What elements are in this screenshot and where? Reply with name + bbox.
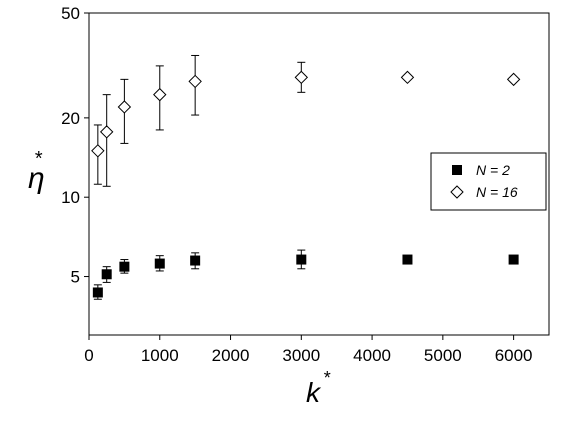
y-axis-label: η [28,162,45,195]
data-point-square [402,254,413,265]
data-point-diamond [117,100,132,114]
data-point-diamond [400,70,415,85]
data-point-square [119,261,130,272]
series-1 [91,54,521,187]
legend-label-n2: N = 2 [476,162,510,178]
data-point-square [190,255,201,266]
series-0 [92,249,519,300]
data-point-square [92,287,103,298]
x-tick-label: 0 [84,346,93,365]
x-axis-title: k * [306,368,331,408]
x-axis-label: k [306,377,322,408]
x-tick-label: 1000 [141,346,179,365]
data-point-diamond [188,74,202,89]
data-point-diamond [506,72,521,87]
data-point-square [154,258,165,269]
y-tick-label: 10 [61,188,80,207]
x-tick-label: 6000 [495,346,533,365]
data-point-diamond [294,70,309,85]
data-point-diamond [153,87,167,102]
y-tick-label: 20 [61,109,80,128]
legend-label-n16: N = 16 [476,184,518,200]
x-axis-label-superscript: * [323,368,331,388]
data-point-square [101,269,112,280]
plot-area [88,12,550,336]
legend-marker-n2 [452,165,462,175]
data-point-square [296,254,307,265]
legend: N = 2 N = 16 [430,152,547,211]
legend-box [430,152,547,211]
x-tick-label: 5000 [424,346,462,365]
x-axis: 0 1000 2000 3000 4000 5000 6000 [84,335,533,365]
y-axis-label-superscript: * [34,148,43,170]
plot-frame [88,12,550,336]
series-layer [91,54,521,300]
y-tick-label: 5 [71,268,80,287]
data-point-diamond [91,144,105,158]
data-point-diamond [99,125,114,139]
legend-marker-n16 [450,185,464,199]
x-tick-label: 2000 [212,346,250,365]
y-axis-title: η * [28,148,45,195]
data-point-square [508,254,519,265]
y-axis: 5 10 20 50 [61,4,89,287]
x-tick-label: 4000 [353,346,391,365]
y-tick-label: 50 [61,4,80,23]
x-tick-label: 3000 [282,346,320,365]
